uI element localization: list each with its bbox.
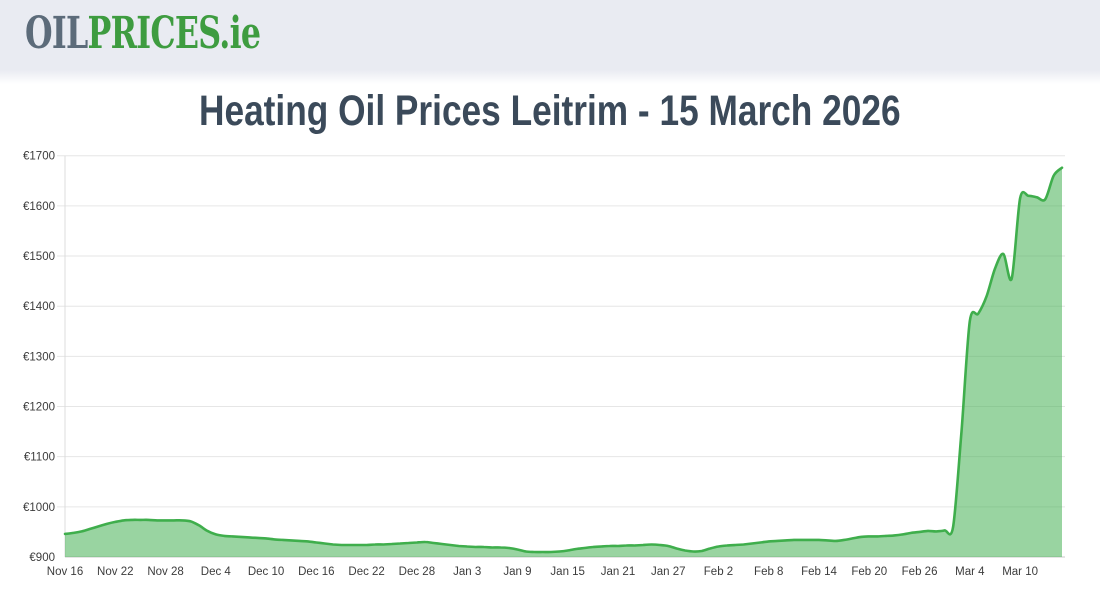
x-tick-label: Dec 10 xyxy=(248,566,284,578)
x-tick-label: Dec 4 xyxy=(201,566,232,578)
heating-oil-price-chart[interactable]: €900 €1000 €1100 €1200 €1300 €1400 €1500 €1600 €… xyxy=(0,145,1100,600)
x-tick-label: Jan 3 xyxy=(453,566,481,578)
x-tick-label: Mar 10 xyxy=(1002,566,1038,578)
y-tick-label: €1300 xyxy=(23,351,55,363)
x-tick-label: Dec 22 xyxy=(348,566,384,578)
y-tick-label: €1700 xyxy=(23,151,55,163)
x-tick-label: Feb 26 xyxy=(902,566,938,578)
y-tick-label: €1100 xyxy=(24,452,55,464)
y-tick-label: €1400 xyxy=(23,301,55,313)
x-tick-label: Dec 16 xyxy=(298,566,334,578)
x-tick-label: Feb 20 xyxy=(851,566,887,578)
y-tick-label: €1600 xyxy=(23,201,55,213)
x-tick-label: Jan 9 xyxy=(503,566,531,578)
x-tick-label: Nov 16 xyxy=(47,566,83,578)
y-tick-label: €900 xyxy=(29,552,55,564)
x-tick-label: Feb 2 xyxy=(704,566,733,578)
x-tick-label: Jan 21 xyxy=(601,566,636,578)
x-tick-label: Feb 14 xyxy=(801,566,837,578)
x-tick-label: Nov 28 xyxy=(147,566,183,578)
logo-text-prices: PRICES xyxy=(87,8,220,59)
y-tick-label: €1500 xyxy=(23,251,55,263)
page-title: Heating Oil Prices Leitrim - 15 March 20… xyxy=(199,87,901,135)
x-tick-label: Feb 8 xyxy=(754,566,783,578)
x-tick-label: Nov 22 xyxy=(97,566,133,578)
logo-text-oil: OIL xyxy=(25,8,88,59)
price-line xyxy=(63,166,1064,554)
x-tick-label: Mar 4 xyxy=(955,566,985,578)
price-area xyxy=(65,167,1062,557)
x-tick-label: Jan 27 xyxy=(651,566,686,578)
y-tick-label: €1000 xyxy=(23,502,55,514)
oilprices-logo[interactable]: OILPRICES.ie xyxy=(25,8,261,60)
site-header: OILPRICES.ie xyxy=(0,0,1100,84)
x-tick-label: Dec 28 xyxy=(399,566,435,578)
logo-text-ie: .ie xyxy=(219,8,261,59)
y-tick-label: €1200 xyxy=(23,402,55,414)
page-title-wrap: Heating Oil Prices Leitrim - 15 March 20… xyxy=(0,86,1100,136)
x-tick-label: Jan 15 xyxy=(550,566,585,578)
